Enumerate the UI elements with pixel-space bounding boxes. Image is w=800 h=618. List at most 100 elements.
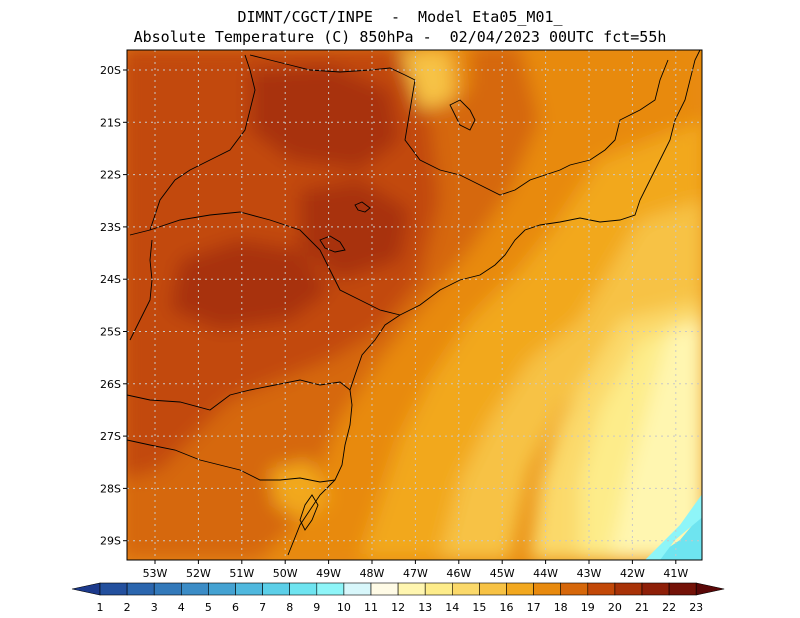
coastline: [287, 50, 701, 556]
field-cold-corner: [650, 513, 702, 560]
colorbar-label: 20: [608, 601, 622, 614]
field-very-hot-mid: [300, 180, 410, 280]
colorbar: 1 2 3 4 5 6 7 8 9 10 11 12 13 14 15 16 17 18 19 20 21 22 23: [71, 582, 725, 614]
colorbar-label: 9: [313, 601, 320, 614]
colorbar-label: 12: [391, 601, 405, 614]
lon-label: 50W: [273, 567, 298, 580]
colorbar-label: 21: [635, 601, 649, 614]
colorbar-box: [397, 582, 426, 596]
lon-label: 42W: [620, 567, 645, 580]
colorbar-label: 7: [259, 601, 266, 614]
colorbar-box: [235, 582, 263, 596]
colorbar-label: 16: [500, 601, 514, 614]
colorbar-label: 10: [337, 601, 351, 614]
colorbar-box: [208, 582, 236, 596]
colorbar-box: [451, 582, 480, 596]
colorbar-box: [262, 582, 291, 596]
colorbar-box: [533, 582, 561, 596]
lagoa-dos-patos: [299, 494, 319, 531]
colorbar-box: [424, 582, 453, 596]
lat-label: 24S: [100, 273, 121, 286]
colorbar-box: [181, 582, 209, 596]
colorbar-arrow-right: [695, 582, 725, 596]
colorbar-label: 17: [527, 601, 541, 614]
field-very-hot-center: [170, 240, 330, 330]
lon-label: 46W: [446, 567, 471, 580]
state-border-ms-sp: [149, 54, 256, 231]
lat-label: 27S: [100, 430, 121, 443]
colorbar-label: 11: [364, 601, 378, 614]
map-frame: [126, 49, 703, 561]
colorbar-box: [289, 582, 318, 596]
state-border-pr-sp: [129, 211, 401, 316]
lon-label: 47W: [403, 567, 428, 580]
colorbar-box: [343, 582, 372, 596]
field-light: [440, 200, 702, 560]
colorbar-box: [479, 582, 507, 596]
colorbar-box: [560, 582, 589, 596]
map-grid: [127, 50, 702, 560]
colorbar-box: [506, 582, 534, 596]
river-parana: [129, 239, 153, 341]
colorbar-label: 6: [232, 601, 239, 614]
lon-label: 41W: [663, 567, 688, 580]
colorbar-box: [370, 582, 399, 596]
lon-label: 49W: [316, 567, 341, 580]
colorbar-label: 19: [581, 601, 595, 614]
lon-label: 43W: [577, 567, 602, 580]
reservoir-central: [319, 235, 346, 253]
colorbar-label: 3: [151, 601, 158, 614]
colorbar-box: [316, 582, 345, 596]
lat-label: 22S: [100, 169, 121, 182]
colorbar-label: 23: [689, 601, 703, 614]
lon-label: 44W: [533, 567, 558, 580]
lat-label: 20S: [100, 64, 121, 77]
field-warm-south-pocket: [270, 460, 330, 520]
colorbar-label: 15: [472, 601, 486, 614]
temperature-field: [127, 50, 702, 560]
state-border-mg-north: [249, 54, 416, 81]
lon-label: 53W: [143, 567, 168, 580]
lat-label: 28S: [100, 482, 121, 495]
chart-title-line1: DIMNT/CGCT/INPE - Model Eta05_M01_: [237, 8, 563, 26]
colorbar-label: 13: [418, 601, 432, 614]
colorbar-label: 2: [124, 601, 131, 614]
colorbar-box: [614, 582, 643, 596]
lat-label: 25S: [100, 326, 121, 339]
field-coolest: [610, 320, 702, 560]
lon-label: 45W: [490, 567, 515, 580]
field-mild: [360, 121, 702, 560]
colorbar-box: [99, 582, 128, 596]
colorbar-label: 1: [97, 601, 104, 614]
lon-label: 51W: [229, 567, 254, 580]
colorbar-box: [668, 582, 697, 596]
state-border-sc-rs: [127, 439, 336, 483]
lon-label: 48W: [360, 567, 385, 580]
colorbar-box: [126, 582, 155, 596]
lat-label: 29S: [100, 535, 121, 548]
chart-title-line2: Absolute Temperature (C) 850hPa - 02/04/…: [133, 28, 667, 46]
field-very-hot-north: [250, 65, 400, 170]
colorbar-label: 5: [205, 601, 212, 614]
lat-label: 26S: [100, 378, 121, 391]
colorbar-box: [587, 582, 616, 596]
colorbar-label: 4: [178, 601, 185, 614]
colorbar-arrow-left: [71, 582, 101, 596]
colorbar-label: 22: [662, 601, 676, 614]
colorbar-label: 8: [286, 601, 293, 614]
field-light-north: [400, 50, 455, 110]
colorbar-label: 18: [554, 601, 568, 614]
field-warm-coast: [127, 50, 540, 560]
colorbar-label: 14: [445, 601, 459, 614]
state-border-sp-mg: [404, 59, 669, 196]
lat-label: 23S: [100, 221, 121, 234]
reservoir-sp: [354, 201, 371, 213]
colorbar-box: [153, 582, 182, 596]
reservoir-north: [449, 99, 476, 131]
lon-label: 52W: [186, 567, 211, 580]
longitude-axis: 53W 52W 51W 50W 49W 48W 47W 46W 45W 44W 43W 42W 41W: [143, 560, 688, 580]
colorbar-box: [641, 582, 670, 596]
lat-label: 21S: [100, 116, 121, 129]
latitude-axis: 20S 21S 22S 23S 24S 25S 26S 27S 28S 29S: [100, 64, 127, 548]
